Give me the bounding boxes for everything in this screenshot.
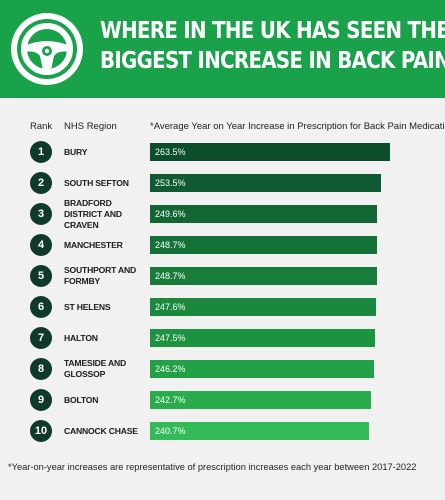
bar-value-label: 249.6% — [155, 209, 186, 219]
region-label: CANNOCK CHASE — [64, 425, 138, 436]
title-line-2: BIGGEST INCREASE IN BACK PAIN? — [100, 48, 445, 74]
bar — [150, 267, 377, 285]
bar — [150, 329, 376, 347]
chart-row: 1 BURY 263.5% — [0, 131, 445, 173]
bar — [150, 236, 377, 254]
rank-badge: 2 — [30, 172, 52, 194]
region-label: BOLTON — [64, 394, 99, 405]
region-label: BRADFORD DISTRICT AND CRAVEN — [64, 197, 122, 230]
rank-badge: 6 — [30, 296, 52, 318]
chart-row: 3 BRADFORD DISTRICT AND CRAVEN 249.6% — [0, 193, 445, 235]
header-banner: WHERE IN THE UK HAS SEEN THE BIGGEST INC… — [0, 0, 445, 98]
rank-badge: 1 — [30, 141, 52, 163]
region-label: HALTON — [64, 332, 98, 343]
bar — [150, 422, 370, 440]
bar-value-label: 263.5% — [155, 147, 186, 157]
bar-value-label: 253.5% — [155, 178, 186, 188]
bar — [150, 205, 378, 223]
chart-row: 7 HALTON 247.5% — [0, 317, 445, 359]
rank-badge: 3 — [30, 203, 52, 225]
rank-column-header: Rank — [30, 121, 53, 132]
chart-row: 8 TAMESIDE AND GLOSSOP 246.2% — [0, 348, 445, 390]
chart-row: 10 CANNOCK CHASE 240.7% — [0, 410, 445, 452]
chart-row: 5 SOUTHPORT AND FORMBY 248.7% — [0, 255, 445, 297]
bar-value-label: 248.7% — [155, 240, 186, 250]
rank-badge: 7 — [30, 327, 52, 349]
region-label: MANCHESTER — [64, 239, 123, 250]
steering-wheel-icon — [11, 13, 83, 85]
footnote: *Year-on-year increases are representati… — [8, 462, 417, 472]
chart-row: 9 BOLTON 242.7% — [0, 379, 445, 421]
region-column-header: NHS Region — [64, 121, 117, 132]
bar-value-label: 246.2% — [155, 364, 186, 374]
bar-value-label: 242.7% — [155, 395, 186, 405]
rank-badge: 5 — [30, 265, 52, 287]
chart-row: 6 ST HELENS 247.6% — [0, 286, 445, 328]
rank-badge: 4 — [30, 234, 52, 256]
rank-badge: 9 — [30, 389, 52, 411]
bar — [150, 143, 390, 161]
chart-row: 4 MANCHESTER 248.7% — [0, 224, 445, 266]
region-label: BURY — [64, 146, 88, 157]
region-label: TAMESIDE AND GLOSSOP — [64, 358, 127, 379]
value-column-header: *Average Year on Year Increase in Prescr… — [150, 121, 445, 132]
rank-badge: 8 — [30, 358, 52, 380]
bar-value-label: 247.6% — [155, 302, 186, 312]
bar — [150, 360, 375, 378]
bar-value-label: 248.7% — [155, 271, 186, 281]
rank-badge: 10 — [30, 420, 52, 442]
region-label: SOUTHPORT AND FORMBY — [64, 265, 137, 286]
bar — [150, 298, 376, 316]
bar-value-label: 247.5% — [155, 333, 186, 343]
bar-value-label: 240.7% — [155, 426, 186, 436]
title-line-1: WHERE IN THE UK HAS SEEN THE — [100, 18, 445, 44]
region-label: ST HELENS — [64, 301, 111, 312]
bar — [150, 391, 372, 409]
region-label: SOUTH SEFTON — [64, 177, 129, 188]
chart-row: 2 SOUTH SEFTON 253.5% — [0, 162, 445, 204]
bar — [150, 174, 381, 192]
page-title: WHERE IN THE UK HAS SEEN THE BIGGEST INC… — [100, 16, 445, 76]
